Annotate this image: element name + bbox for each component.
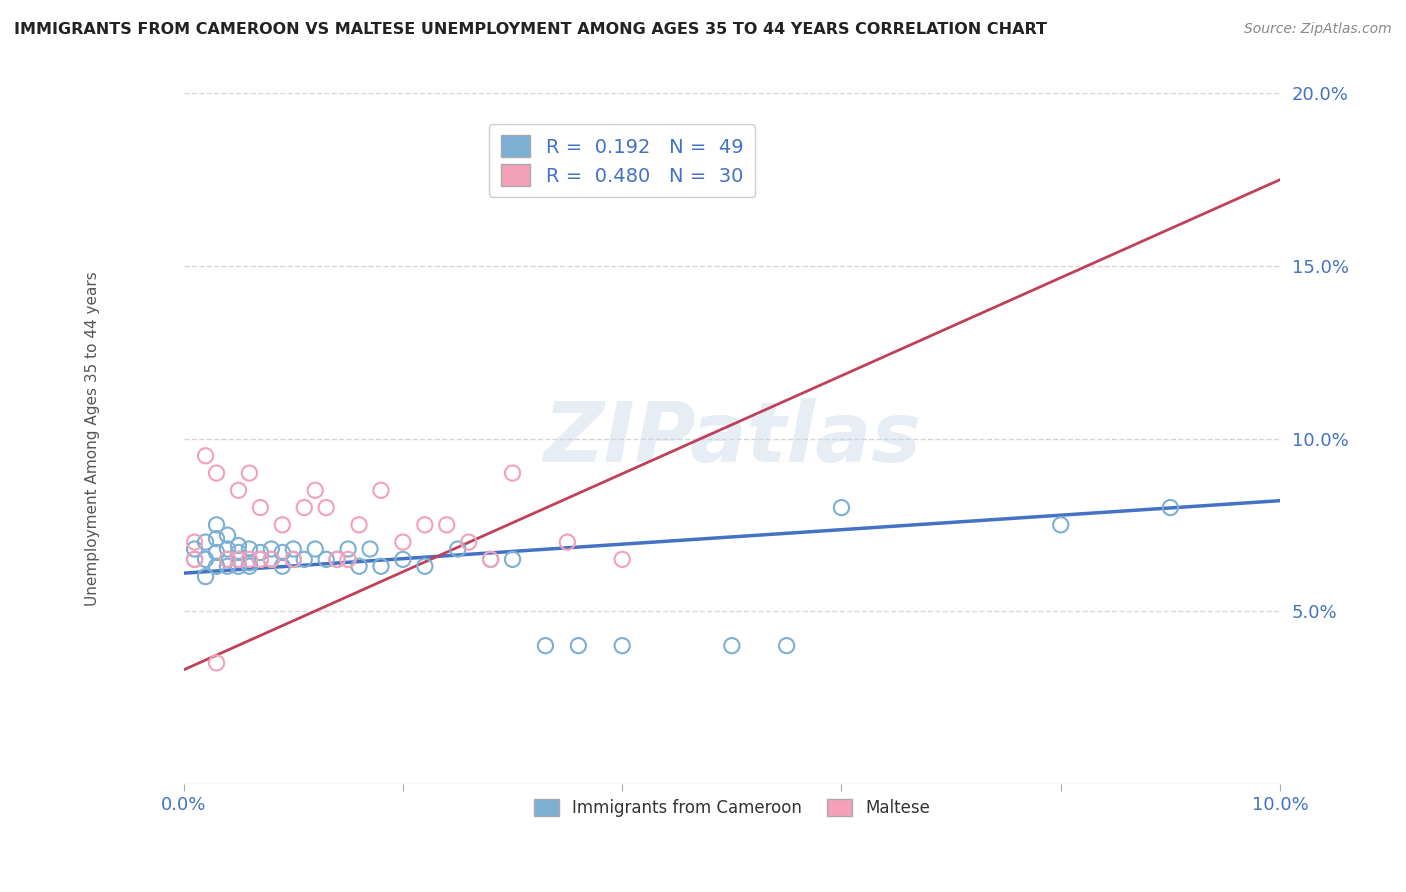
Text: IMMIGRANTS FROM CAMEROON VS MALTESE UNEMPLOYMENT AMONG AGES 35 TO 44 YEARS CORRE: IMMIGRANTS FROM CAMEROON VS MALTESE UNEM… xyxy=(14,22,1047,37)
Point xyxy=(479,552,502,566)
Point xyxy=(392,535,415,549)
Point xyxy=(194,569,217,583)
Point xyxy=(217,552,239,566)
Text: Source: ZipAtlas.com: Source: ZipAtlas.com xyxy=(1244,22,1392,37)
Point xyxy=(194,535,217,549)
Point xyxy=(205,517,228,532)
Point xyxy=(283,552,305,566)
Point xyxy=(567,639,589,653)
Text: ZIPatlas: ZIPatlas xyxy=(543,398,921,479)
Point xyxy=(205,532,228,546)
Point xyxy=(194,552,217,566)
Point xyxy=(238,541,260,556)
Point xyxy=(775,639,797,653)
Point xyxy=(183,535,205,549)
Point xyxy=(304,483,326,498)
Point xyxy=(260,552,283,566)
Point xyxy=(249,545,271,559)
Point xyxy=(205,545,228,559)
Point xyxy=(447,541,470,556)
Point xyxy=(260,552,283,566)
Point xyxy=(217,541,239,556)
Point xyxy=(292,552,315,566)
Point xyxy=(271,545,294,559)
Point xyxy=(271,559,294,574)
Point xyxy=(283,552,305,566)
Point xyxy=(228,545,250,559)
Point xyxy=(183,552,205,566)
Point xyxy=(228,483,250,498)
Point xyxy=(238,466,260,480)
Point xyxy=(457,535,479,549)
Point xyxy=(502,552,524,566)
Point xyxy=(238,552,260,566)
Point xyxy=(392,552,415,566)
Point xyxy=(249,552,271,566)
Point xyxy=(830,500,852,515)
Point xyxy=(249,500,271,515)
Point xyxy=(249,552,271,566)
Point xyxy=(260,541,283,556)
Point xyxy=(370,483,392,498)
Point xyxy=(205,656,228,670)
Point xyxy=(436,517,458,532)
Point xyxy=(337,552,360,566)
Point xyxy=(205,466,228,480)
Point xyxy=(194,449,217,463)
Point xyxy=(228,552,250,566)
Point xyxy=(612,639,634,653)
Legend: Immigrants from Cameroon, Maltese: Immigrants from Cameroon, Maltese xyxy=(527,792,936,823)
Point xyxy=(315,552,337,566)
Point xyxy=(228,552,250,566)
Point xyxy=(337,541,360,556)
Point xyxy=(359,541,381,556)
Point xyxy=(217,559,239,574)
Point xyxy=(238,559,260,574)
Point xyxy=(228,559,250,574)
Point xyxy=(217,528,239,542)
Point xyxy=(413,517,436,532)
Point xyxy=(479,552,502,566)
Point xyxy=(502,466,524,480)
Point xyxy=(534,639,557,653)
Point xyxy=(205,559,228,574)
Point xyxy=(557,535,579,549)
Point xyxy=(326,552,349,566)
Point xyxy=(1159,500,1181,515)
Point xyxy=(183,541,205,556)
Point xyxy=(347,559,370,574)
Point xyxy=(721,639,744,653)
Point xyxy=(292,500,315,515)
Point xyxy=(1049,517,1071,532)
Y-axis label: Unemployment Among Ages 35 to 44 years: Unemployment Among Ages 35 to 44 years xyxy=(86,271,100,606)
Point xyxy=(228,539,250,553)
Point xyxy=(370,559,392,574)
Point xyxy=(217,552,239,566)
Point xyxy=(347,517,370,532)
Point xyxy=(283,541,305,556)
Point xyxy=(304,541,326,556)
Point xyxy=(612,552,634,566)
Point xyxy=(413,559,436,574)
Point xyxy=(315,500,337,515)
Point xyxy=(326,552,349,566)
Point xyxy=(183,552,205,566)
Point xyxy=(271,517,294,532)
Point xyxy=(238,556,260,570)
